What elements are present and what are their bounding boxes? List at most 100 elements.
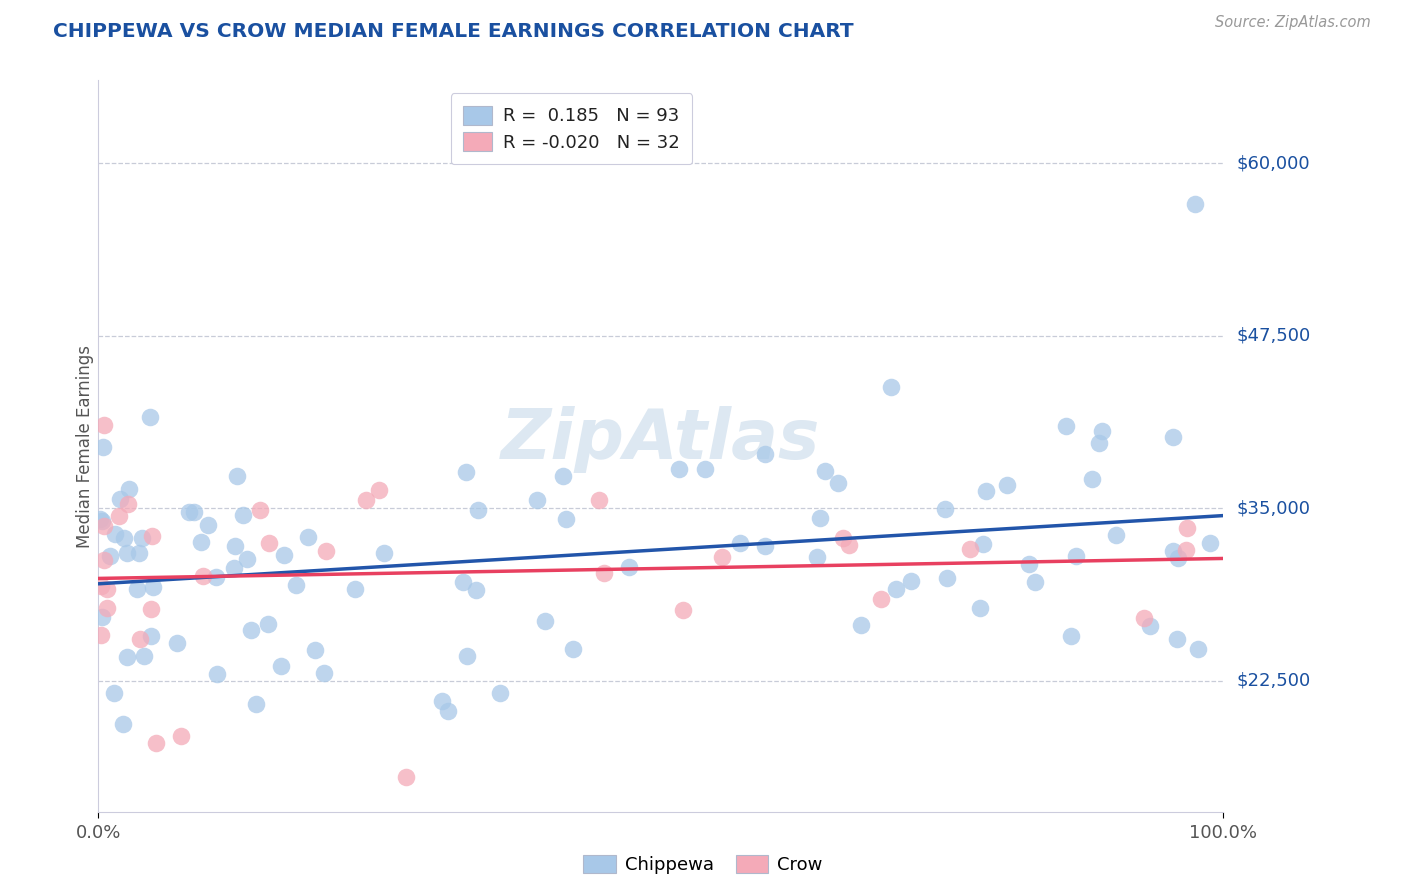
Point bbox=[145, 736, 167, 750]
Point bbox=[1091, 424, 1114, 438]
Point bbox=[969, 601, 991, 615]
Point bbox=[166, 636, 188, 650]
Point bbox=[562, 642, 585, 657]
Point bbox=[373, 546, 395, 560]
Point bbox=[432, 694, 454, 708]
Point bbox=[118, 482, 141, 496]
Point bbox=[754, 539, 776, 553]
Point bbox=[456, 649, 478, 664]
Point bbox=[191, 569, 214, 583]
Point bbox=[138, 410, 160, 425]
Point bbox=[437, 705, 460, 719]
Point bbox=[849, 617, 872, 632]
Point bbox=[207, 666, 229, 681]
Point bbox=[1139, 619, 1161, 633]
Point bbox=[1080, 472, 1102, 486]
Point bbox=[170, 729, 193, 743]
Point bbox=[959, 541, 981, 556]
Point bbox=[197, 518, 219, 533]
Point bbox=[93, 518, 115, 533]
Point bbox=[128, 632, 150, 646]
Text: $22,500: $22,500 bbox=[1237, 672, 1310, 690]
Point bbox=[131, 531, 153, 545]
Point bbox=[1060, 629, 1083, 643]
Point bbox=[976, 484, 998, 499]
Point bbox=[1064, 549, 1087, 564]
Point bbox=[1175, 542, 1198, 557]
Point bbox=[91, 440, 114, 454]
Point bbox=[672, 603, 695, 617]
Text: Source: ZipAtlas.com: Source: ZipAtlas.com bbox=[1215, 15, 1371, 30]
Point bbox=[112, 716, 135, 731]
Point bbox=[368, 483, 391, 498]
Point bbox=[315, 544, 337, 558]
Point bbox=[808, 511, 831, 525]
Text: $60,000: $60,000 bbox=[1237, 154, 1310, 172]
Point bbox=[224, 539, 246, 553]
Point bbox=[592, 566, 614, 581]
Point bbox=[467, 502, 489, 516]
Point bbox=[96, 600, 118, 615]
Point bbox=[100, 549, 122, 563]
Point bbox=[236, 552, 259, 566]
Point bbox=[1088, 435, 1111, 450]
Point bbox=[972, 537, 994, 551]
Point bbox=[1166, 632, 1188, 646]
Point bbox=[838, 538, 860, 552]
Point bbox=[222, 560, 245, 574]
Point bbox=[115, 546, 138, 560]
Point bbox=[179, 505, 201, 519]
Point bbox=[108, 491, 131, 506]
Point bbox=[395, 770, 418, 784]
Point bbox=[343, 582, 366, 596]
Point bbox=[190, 535, 212, 549]
Point bbox=[1187, 641, 1209, 656]
Point bbox=[870, 592, 893, 607]
Point bbox=[1167, 550, 1189, 565]
Point bbox=[256, 616, 278, 631]
Point bbox=[1018, 557, 1040, 571]
Point bbox=[1054, 419, 1077, 434]
Point bbox=[232, 508, 254, 523]
Text: $47,500: $47,500 bbox=[1237, 326, 1310, 344]
Point bbox=[115, 649, 138, 664]
Point bbox=[354, 492, 377, 507]
Point bbox=[997, 478, 1019, 492]
Point bbox=[91, 610, 114, 624]
Point bbox=[728, 536, 751, 550]
Point bbox=[1184, 197, 1206, 211]
Point bbox=[125, 582, 148, 597]
Point bbox=[934, 502, 956, 516]
Point bbox=[273, 548, 295, 562]
Point bbox=[588, 492, 610, 507]
Point bbox=[183, 505, 205, 519]
Point bbox=[128, 546, 150, 560]
Point bbox=[526, 492, 548, 507]
Point bbox=[142, 580, 165, 594]
Point bbox=[488, 686, 510, 700]
Point bbox=[90, 628, 112, 642]
Y-axis label: Median Female Earnings: Median Female Earnings bbox=[76, 344, 94, 548]
Point bbox=[551, 468, 574, 483]
Point bbox=[884, 582, 907, 597]
Point bbox=[1175, 521, 1198, 535]
Text: CHIPPEWA VS CROW MEDIAN FEMALE EARNINGS CORRELATION CHART: CHIPPEWA VS CROW MEDIAN FEMALE EARNINGS … bbox=[53, 22, 853, 41]
Point bbox=[880, 380, 903, 394]
Point bbox=[1161, 543, 1184, 558]
Point bbox=[93, 417, 115, 432]
Point bbox=[112, 531, 135, 545]
Point bbox=[555, 512, 578, 526]
Point bbox=[1024, 575, 1046, 590]
Point bbox=[132, 649, 155, 664]
Point bbox=[91, 515, 114, 529]
Point bbox=[270, 659, 292, 673]
Point bbox=[245, 697, 267, 711]
Point bbox=[103, 686, 125, 700]
Point bbox=[240, 623, 263, 637]
Point bbox=[806, 550, 828, 565]
Point bbox=[104, 526, 127, 541]
Point bbox=[1163, 430, 1185, 444]
Point bbox=[465, 583, 488, 598]
Point bbox=[141, 529, 163, 543]
Point bbox=[831, 531, 853, 545]
